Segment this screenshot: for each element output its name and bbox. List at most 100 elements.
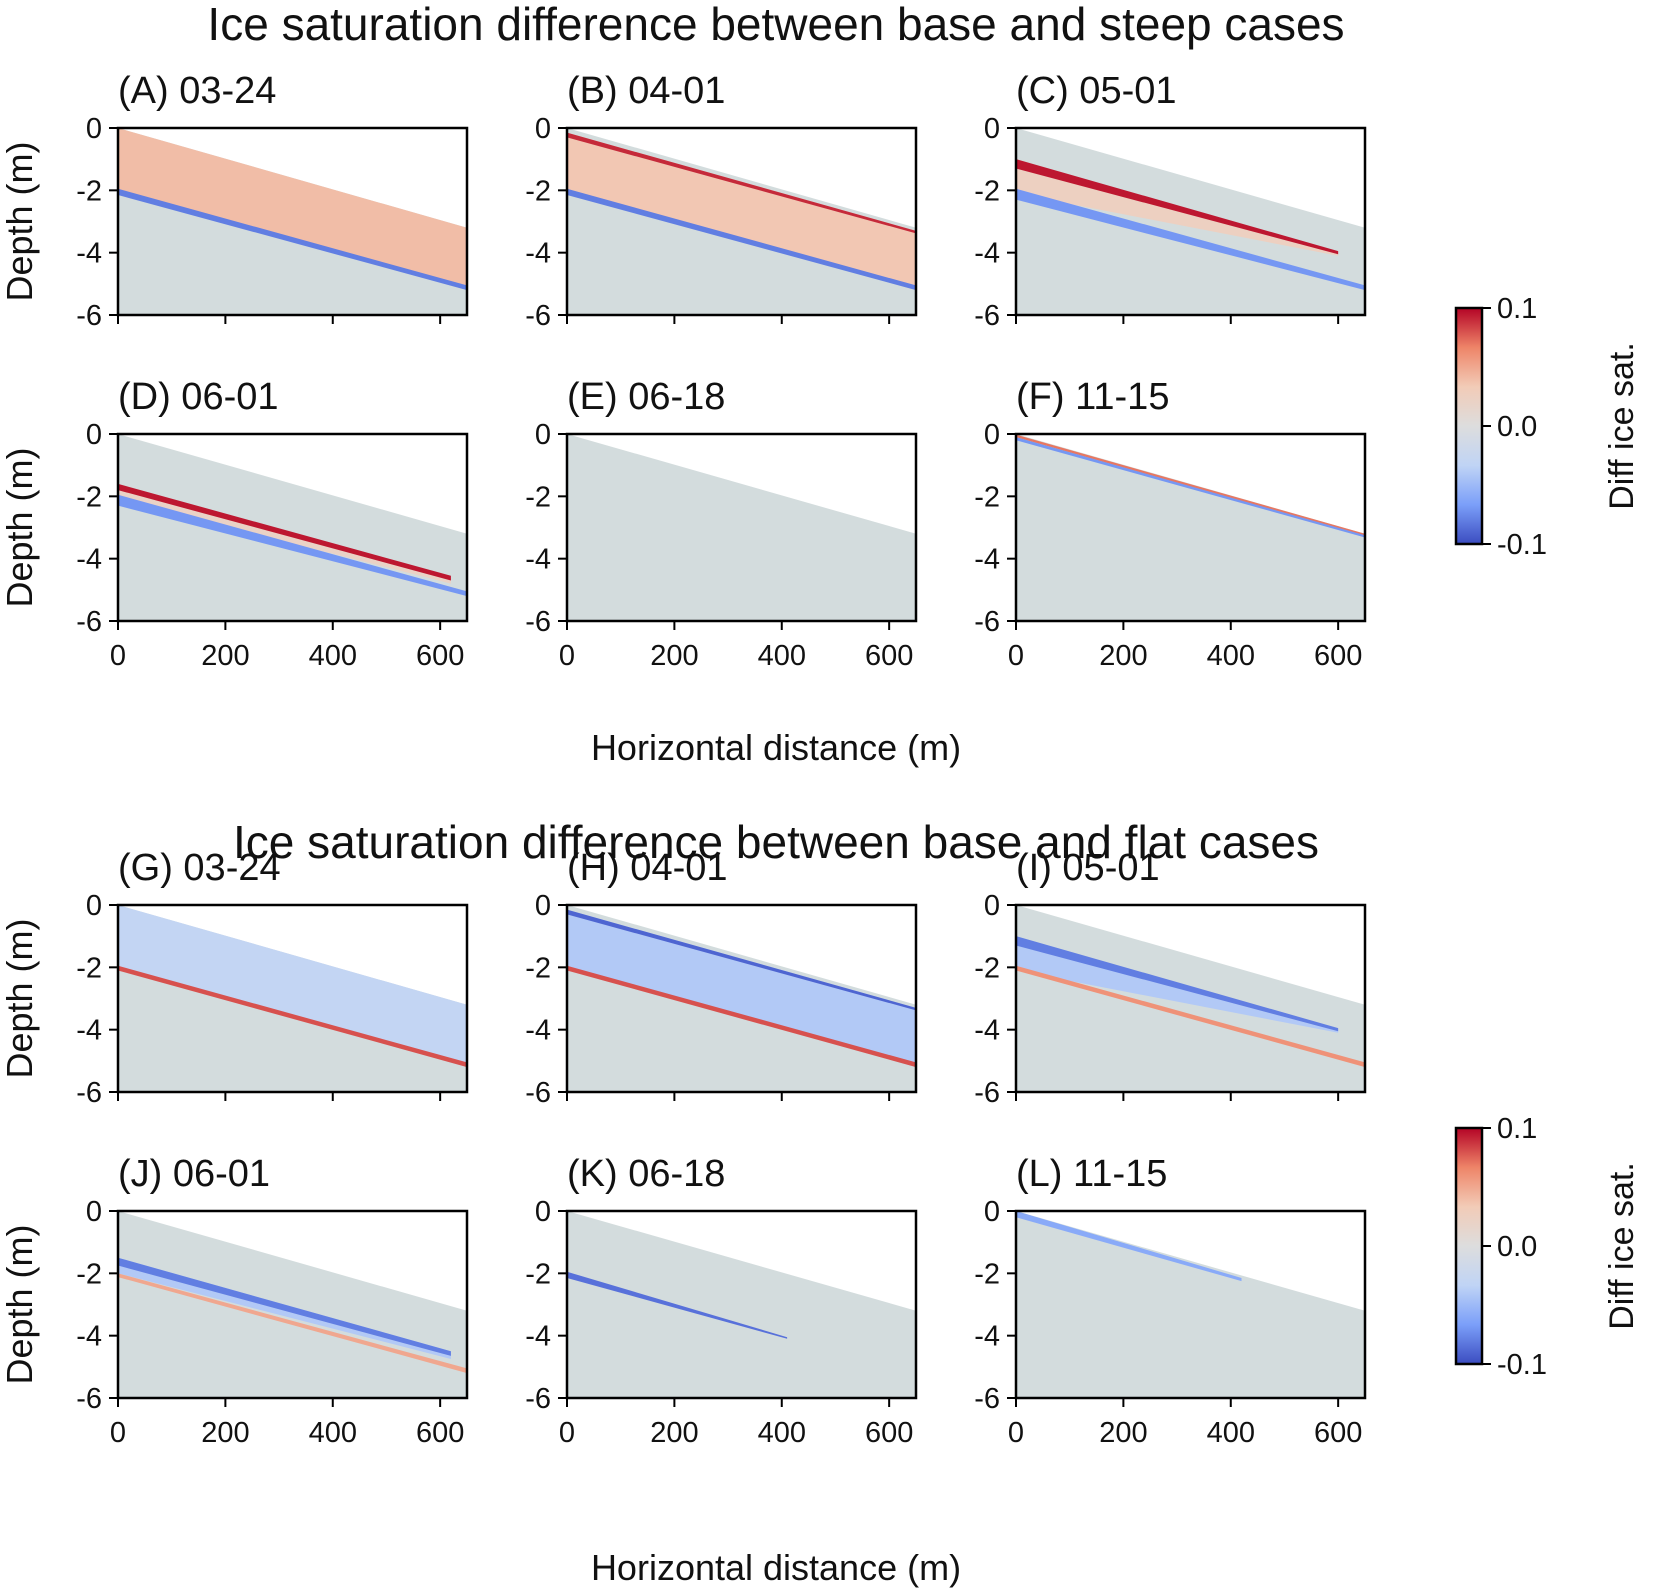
data-band bbox=[118, 965, 467, 1068]
domain-area bbox=[118, 434, 467, 621]
x-tick-label: 200 bbox=[650, 1417, 698, 1449]
colorbar-label: Diff ice sat. bbox=[1603, 342, 1641, 510]
domain-area bbox=[118, 1211, 467, 1398]
y-axis-label: Depth (m) bbox=[0, 1224, 40, 1384]
y-tick-label: 0 bbox=[86, 419, 102, 451]
y-tick-label: -6 bbox=[525, 300, 551, 332]
x-tick-label: 0 bbox=[559, 640, 575, 672]
data-band bbox=[1016, 1211, 1242, 1282]
y-tick-label: 0 bbox=[984, 1196, 1000, 1228]
y-axis-label: Depth (m) bbox=[0, 141, 40, 301]
x-tick-label: 200 bbox=[1099, 640, 1147, 672]
y-tick-label: 0 bbox=[535, 113, 551, 145]
y-tick-label: -2 bbox=[76, 481, 102, 513]
x-tick-label: 600 bbox=[416, 640, 464, 672]
plot-frame bbox=[116, 903, 469, 1094]
colorbar-gradient bbox=[1454, 306, 1484, 546]
panel: (L) 11-150-2-4-60 200 400 600 bbox=[974, 1153, 1367, 1449]
y-tick-label: -6 bbox=[974, 606, 1000, 638]
y-tick-label: -2 bbox=[525, 175, 551, 207]
plot-frame bbox=[1014, 432, 1367, 623]
y-tick-label: -4 bbox=[974, 544, 1000, 576]
x-tick-label: 400 bbox=[758, 640, 806, 672]
panel-title: (A) 03-24 bbox=[118, 70, 276, 112]
y-tick-label: -6 bbox=[76, 300, 102, 332]
panel: (K) 06-180-2-4-60 200 400 600 bbox=[525, 1153, 918, 1449]
x-axis-label-flat: Horizontal distance (m) bbox=[591, 1547, 961, 1588]
colorbar-tick-label: 0.1 bbox=[1497, 1113, 1537, 1145]
plot-frame bbox=[1014, 903, 1367, 1094]
data-band bbox=[118, 1257, 451, 1356]
y-tick-label: -2 bbox=[76, 1258, 102, 1290]
panel: (B) 04-01 0 -2 -4 -6 bbox=[525, 70, 918, 332]
domain-area bbox=[567, 434, 916, 621]
panel-title: (H) 04-01 bbox=[567, 847, 728, 889]
y-tick-label: 0 bbox=[984, 419, 1000, 451]
x-tick-label: 0 bbox=[1008, 1417, 1024, 1449]
y-tick-label: -4 bbox=[974, 1015, 1000, 1047]
plot-frame bbox=[116, 432, 469, 623]
panel-title: (D) 06-01 bbox=[118, 376, 279, 418]
y-axis-label: Depth (m) bbox=[0, 918, 40, 1078]
x-tick-label: 600 bbox=[1314, 640, 1362, 672]
colorbar-tick-label: 0.1 bbox=[1497, 293, 1537, 325]
x-tick-label: 200 bbox=[1099, 1417, 1147, 1449]
y-tick-label: 0 bbox=[535, 890, 551, 922]
panel: (C) 05-01 0 -2 -4 -6 bbox=[974, 70, 1367, 332]
data-band bbox=[1016, 965, 1365, 1068]
data-band bbox=[567, 132, 916, 291]
panel: (E) 06-180-2-4-60 200 400 600 bbox=[525, 376, 918, 672]
x-tick-label: 400 bbox=[309, 640, 357, 672]
data-band bbox=[1016, 437, 1365, 538]
y-tick-label: -4 bbox=[525, 238, 551, 270]
panel-title: (L) 11-15 bbox=[1016, 1153, 1167, 1195]
y-axis-label: Depth (m) bbox=[0, 447, 40, 607]
panel-title: (B) 04-01 bbox=[567, 70, 725, 112]
data-band bbox=[567, 188, 916, 291]
y-tick-label: -4 bbox=[974, 1321, 1000, 1353]
y-tick-label: -6 bbox=[974, 1383, 1000, 1415]
y-tick-label: -6 bbox=[525, 1077, 551, 1109]
data-band bbox=[567, 909, 916, 1068]
y-tick-label: -6 bbox=[76, 1077, 102, 1109]
data-band bbox=[118, 905, 467, 1068]
colorbar-tick-label: 0.0 bbox=[1497, 411, 1537, 443]
x-tick-label: 600 bbox=[1314, 1417, 1362, 1449]
panel-title: (J) 06-01 bbox=[118, 1153, 270, 1195]
colorbar-label: Diff ice sat. bbox=[1603, 1162, 1641, 1330]
y-tick-label: -4 bbox=[525, 1321, 551, 1353]
y-tick-label: -6 bbox=[525, 606, 551, 638]
x-tick-label: 0 bbox=[559, 1417, 575, 1449]
y-tick-label: 0 bbox=[86, 890, 102, 922]
data-band bbox=[118, 1273, 467, 1374]
y-tick-label: -2 bbox=[974, 175, 1000, 207]
domain-area bbox=[567, 1211, 916, 1398]
x-tick-label: 0 bbox=[110, 640, 126, 672]
panel-title: (I) 05-01 bbox=[1016, 847, 1160, 889]
y-tick-label: -6 bbox=[76, 1383, 102, 1415]
panel-title: (F) 11-15 bbox=[1016, 376, 1169, 418]
panel: (I) 05-01 0 -2 -4 -6 bbox=[974, 847, 1367, 1109]
y-tick-label: 0 bbox=[984, 113, 1000, 145]
data-band bbox=[118, 494, 467, 597]
plot-frame bbox=[565, 126, 918, 317]
y-tick-label: 0 bbox=[86, 1196, 102, 1228]
data-band bbox=[1016, 434, 1365, 536]
y-tick-label: 0 bbox=[535, 1196, 551, 1228]
colorbar-tick-label: -0.1 bbox=[1497, 529, 1547, 561]
y-tick-label: -4 bbox=[525, 1015, 551, 1047]
plot-frame bbox=[565, 432, 918, 623]
plot-frame bbox=[565, 903, 918, 1094]
section-title-steep: Ice saturation difference between base a… bbox=[207, 0, 1344, 50]
y-tick-label: -2 bbox=[76, 175, 102, 207]
section-steep-panels: (A) 03-24 0 -2 -4 -6 Depth (m) (B) 04-01 0 -2 -4 -… bbox=[0, 70, 1367, 672]
panel: (A) 03-24 0 -2 -4 -6 Depth (m) bbox=[0, 70, 469, 332]
data-band bbox=[567, 132, 916, 234]
panel: (H) 04-01 0 -2 -4 -6 bbox=[525, 847, 918, 1109]
plot-frame bbox=[1014, 1209, 1367, 1400]
data-band bbox=[118, 188, 467, 291]
panel-title: (G) 03-24 bbox=[118, 847, 281, 889]
